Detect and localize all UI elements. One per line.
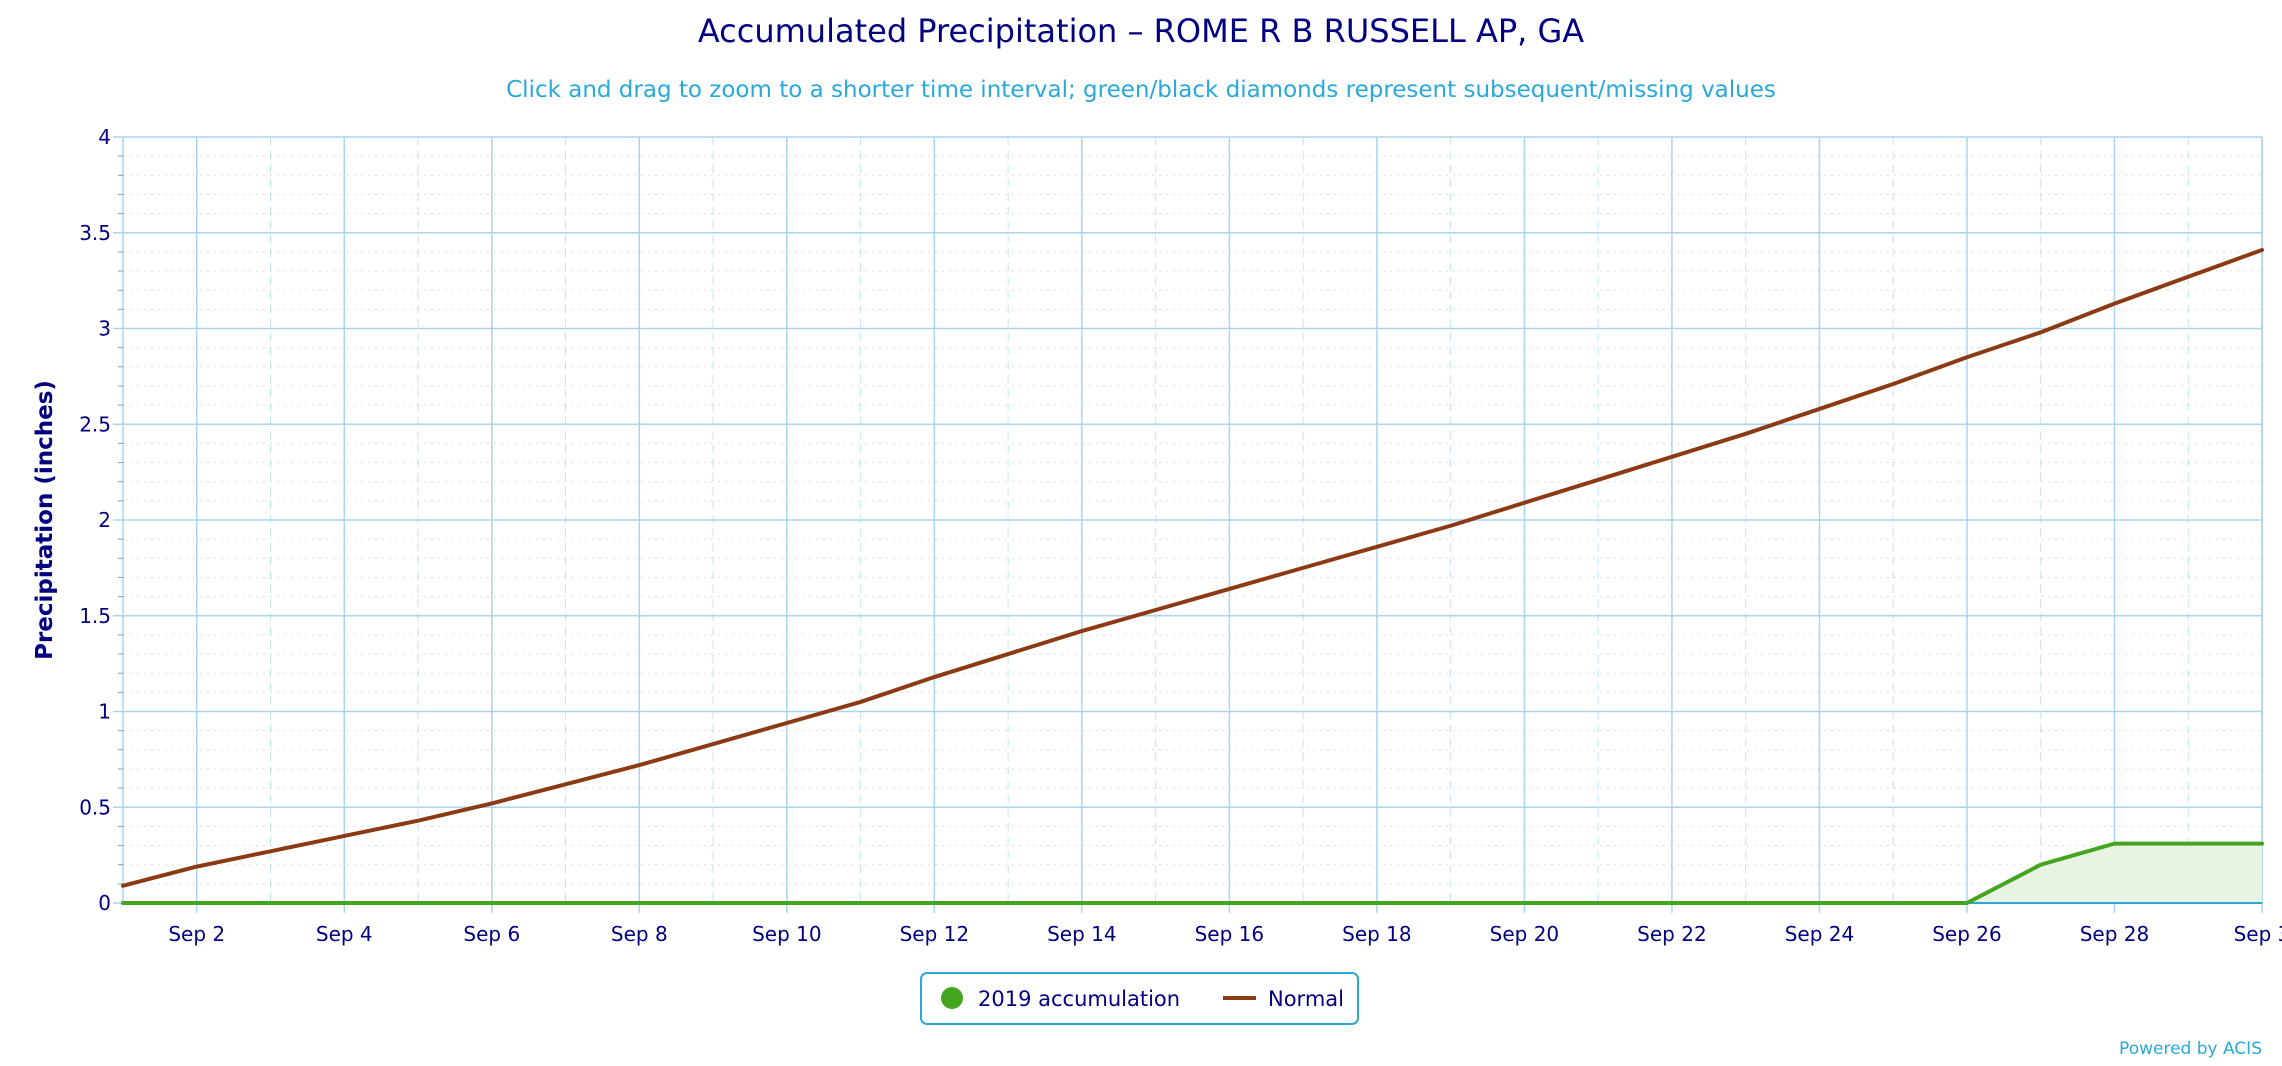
legend-box	[920, 972, 1359, 1025]
chart-subtitle: Click and drag to zoom to a shorter time…	[506, 77, 1776, 103]
legend-symbol-2019-accumulation[interactable]	[941, 987, 963, 1009]
series-line-2019-accumulation	[121, 841, 2264, 905]
x-tick-label: Sep 20	[1490, 922, 1560, 946]
y-tick-label: 2.5	[79, 412, 111, 436]
x-tick-label: Sep 18	[1342, 922, 1412, 946]
x-tick-label: Sep 12	[900, 922, 970, 946]
x-tick-label: Sep 8	[611, 922, 668, 946]
legend[interactable]: 2019 accumulation Normal	[920, 972, 1359, 1025]
y-axis: 0 0.5 1 1.5 2 2.5 3 3.5 4	[79, 125, 123, 915]
x-tick-label: Sep 3	[2234, 922, 2282, 946]
legend-label-2019-accumulation[interactable]: 2019 accumulation	[978, 987, 1180, 1011]
accumulation-area	[123, 843, 2262, 903]
y-tick-label: 3	[98, 317, 111, 341]
y-axis-label: Precipitation (inches)	[32, 380, 58, 660]
x-tick-label: Sep 10	[752, 922, 822, 946]
x-tick-label: Sep 6	[463, 922, 520, 946]
major-gridlines	[122, 136, 2263, 904]
x-tick-label: Sep 14	[1047, 922, 1117, 946]
y-tick-label: 3.5	[79, 221, 111, 245]
chart-title: Accumulated Precipitation – ROME R B RUS…	[698, 12, 1584, 50]
legend-label-normal[interactable]: Normal	[1268, 987, 1344, 1011]
y-tick-label: 1	[98, 700, 111, 724]
x-tick-label: Sep 4	[316, 922, 373, 946]
x-tick-label: Sep 2	[168, 922, 225, 946]
x-tick-label: Sep 28	[2080, 922, 2150, 946]
x-axis: Sep 2 Sep 4 Sep 6 Sep 8 Sep 10 Sep 12 Sep 14 Se…	[168, 903, 2282, 946]
x-tick-label: Sep 26	[1932, 922, 2002, 946]
series-line-normal	[121, 247, 2264, 888]
credits-link[interactable]: Powered by ACIS	[2119, 1039, 2262, 1059]
y-tick-label: 0	[98, 891, 111, 915]
y-tick-label: 0.5	[79, 795, 111, 819]
x-tick-label: Sep 16	[1195, 922, 1265, 946]
y-tick-label: 4	[98, 125, 111, 149]
y-tick-label: 2	[98, 508, 111, 532]
x-tick-label: Sep 22	[1637, 922, 1707, 946]
y-tick-label: 1.5	[79, 604, 111, 628]
series-layer	[121, 247, 2264, 905]
x-tick-label: Sep 24	[1785, 922, 1855, 946]
